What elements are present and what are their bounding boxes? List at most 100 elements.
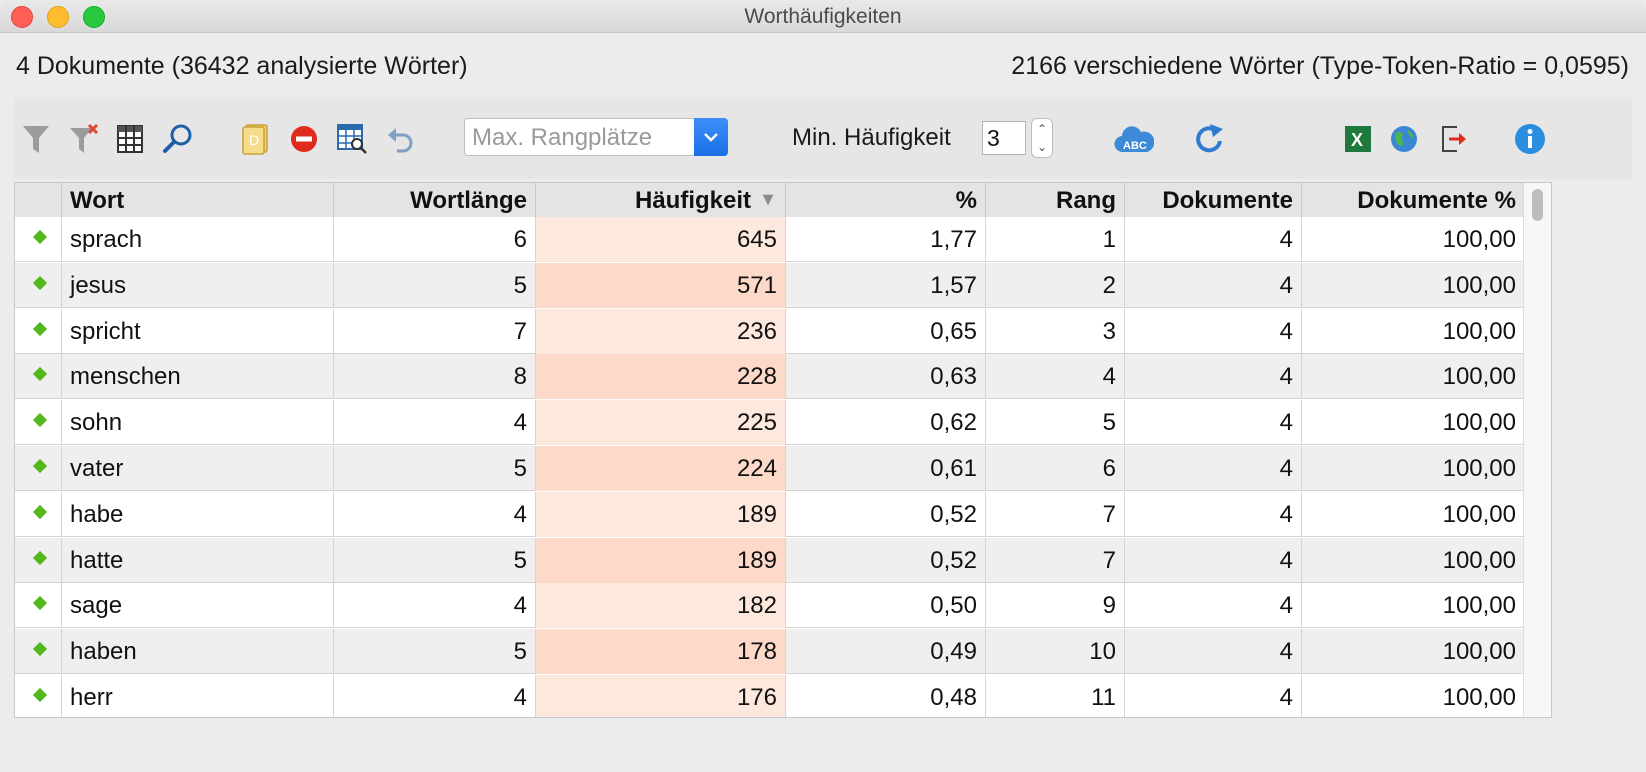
stepper-down-icon[interactable]: ⌄	[1036, 140, 1048, 154]
cell-percent: 0,48	[786, 675, 986, 717]
header-documents-percent[interactable]: Dokumente %	[1302, 183, 1525, 217]
minimize-window-button[interactable]	[47, 6, 69, 28]
filter-icon[interactable]	[18, 121, 54, 157]
cell-word-length: 4	[334, 583, 536, 629]
table-search-icon[interactable]	[334, 121, 370, 157]
cell-documents-percent: 100,00	[1302, 446, 1525, 491]
green-diamond-icon	[32, 687, 48, 703]
cell-percent: 0,63	[786, 354, 986, 400]
cell-documents: 4	[1125, 537, 1302, 583]
cell-word: jesus	[62, 262, 334, 308]
cell-documents: 4	[1125, 675, 1302, 717]
table-row[interactable]: spricht 7 236 0,65 3 4 100,00	[15, 308, 1525, 354]
cell-documents-percent: 100,00	[1302, 262, 1525, 308]
cell-documents: 4	[1125, 308, 1302, 354]
cell-documents: 4	[1125, 354, 1302, 400]
cell-percent: 0,52	[786, 537, 986, 583]
dropdown-chevron-icon[interactable]	[694, 118, 728, 156]
undo-icon[interactable]	[382, 121, 418, 157]
document-icon[interactable]: D	[238, 121, 274, 157]
cell-rank: 5	[986, 400, 1125, 446]
cell-documents-percent: 100,00	[1302, 629, 1525, 675]
min-frequency-input[interactable]: 3	[982, 121, 1026, 155]
table-row[interactable]: vater 5 224 0,61 6 4 100,00	[15, 446, 1525, 491]
scrollbar-thumb[interactable]	[1532, 189, 1543, 221]
table-row[interactable]: herr 4 176 0,48 11 4 100,00	[15, 675, 1525, 717]
cell-word: vater	[62, 446, 334, 491]
table-row[interactable]: hatte 5 189 0,52 7 4 100,00	[15, 537, 1525, 583]
cell-percent: 1,77	[786, 217, 986, 262]
cell-documents: 4	[1125, 262, 1302, 308]
table-row[interactable]: habe 4 189 0,52 7 4 100,00	[15, 491, 1525, 537]
cell-documents: 4	[1125, 491, 1302, 537]
remove-icon[interactable]	[286, 121, 322, 157]
header-word-length[interactable]: Wortlänge	[334, 183, 536, 217]
web-export-icon[interactable]	[1386, 121, 1422, 157]
table-row[interactable]: sprach 6 645 1,77 1 4 100,00	[15, 217, 1525, 262]
row-marker	[15, 354, 62, 400]
row-marker	[15, 262, 62, 308]
table-row[interactable]: sohn 4 225 0,62 5 4 100,00	[15, 400, 1525, 446]
cell-word: spricht	[62, 308, 334, 354]
cell-word-length: 4	[334, 400, 536, 446]
table-row[interactable]: haben 5 178 0,49 10 4 100,00	[15, 629, 1525, 675]
cell-rank: 7	[986, 491, 1125, 537]
cell-frequency: 178	[536, 629, 786, 675]
header-percent[interactable]: %	[786, 183, 986, 217]
cell-documents: 4	[1125, 629, 1302, 675]
row-marker	[15, 491, 62, 537]
refresh-icon[interactable]	[1192, 121, 1228, 157]
cell-frequency: 224	[536, 446, 786, 491]
cell-percent: 0,62	[786, 400, 986, 446]
close-window-button[interactable]	[11, 6, 33, 28]
green-diamond-icon	[32, 321, 48, 336]
table-row[interactable]: jesus 5 571 1,57 2 4 100,00	[15, 262, 1525, 308]
cell-rank: 9	[986, 583, 1125, 629]
stepper-icon[interactable]: ⌃ ⌄	[1031, 118, 1053, 158]
header-marker-column[interactable]	[15, 183, 62, 217]
word-frequency-table: Wort Wortlänge Häufigkeit ▼ % Rang Dokum…	[14, 182, 1552, 718]
cell-documents: 4	[1125, 583, 1302, 629]
columns-icon[interactable]	[112, 121, 148, 157]
header-word[interactable]: Wort	[62, 183, 334, 217]
cell-frequency: 189	[536, 537, 786, 583]
stepper-up-icon[interactable]: ⌃	[1036, 122, 1048, 136]
header-rank[interactable]: Rang	[986, 183, 1125, 217]
cell-word-length: 5	[334, 537, 536, 583]
table-row[interactable]: sage 4 182 0,50 9 4 100,00	[15, 583, 1525, 629]
zoom-window-button[interactable]	[83, 6, 105, 28]
excel-export-icon[interactable]: X	[1340, 121, 1376, 157]
cell-word: sage	[62, 583, 334, 629]
green-diamond-icon	[32, 229, 48, 245]
cell-rank: 4	[986, 354, 1125, 400]
clear-filter-icon[interactable]	[66, 121, 102, 157]
row-marker	[15, 583, 62, 629]
max-rank-combobox[interactable]: Max. Rangplätze	[464, 118, 728, 156]
header-documents[interactable]: Dokumente	[1125, 183, 1302, 217]
export-icon[interactable]	[1436, 121, 1472, 157]
cell-rank: 11	[986, 675, 1125, 717]
cell-frequency: 571	[536, 262, 786, 308]
info-icon[interactable]	[1512, 121, 1548, 157]
svg-text:ABC: ABC	[1123, 140, 1147, 152]
cell-word: habe	[62, 491, 334, 537]
cell-rank: 10	[986, 629, 1125, 675]
toolbar: D Max. Rangplätze Min. Häufigkeit 3 ⌃ ⌄ …	[14, 97, 1632, 179]
cell-frequency: 189	[536, 491, 786, 537]
row-marker	[15, 675, 62, 717]
cell-word: menschen	[62, 354, 334, 400]
cell-word: hatte	[62, 537, 334, 583]
svg-text:D: D	[249, 132, 259, 148]
vertical-scrollbar[interactable]	[1523, 183, 1551, 717]
table-header: Wort Wortlänge Häufigkeit ▼ % Rang Dokum…	[15, 183, 1525, 218]
cell-frequency: 225	[536, 400, 786, 446]
cell-documents-percent: 100,00	[1302, 491, 1525, 537]
svg-text:X: X	[1351, 130, 1363, 150]
word-cloud-icon[interactable]: ABC	[1114, 121, 1154, 157]
header-frequency[interactable]: Häufigkeit ▼	[536, 183, 786, 217]
header-frequency-label: Häufigkeit	[634, 187, 751, 214]
green-diamond-icon	[32, 550, 48, 565]
table-row[interactable]: menschen 8 228 0,63 4 4 100,00	[15, 354, 1525, 400]
search-icon[interactable]	[160, 121, 196, 157]
